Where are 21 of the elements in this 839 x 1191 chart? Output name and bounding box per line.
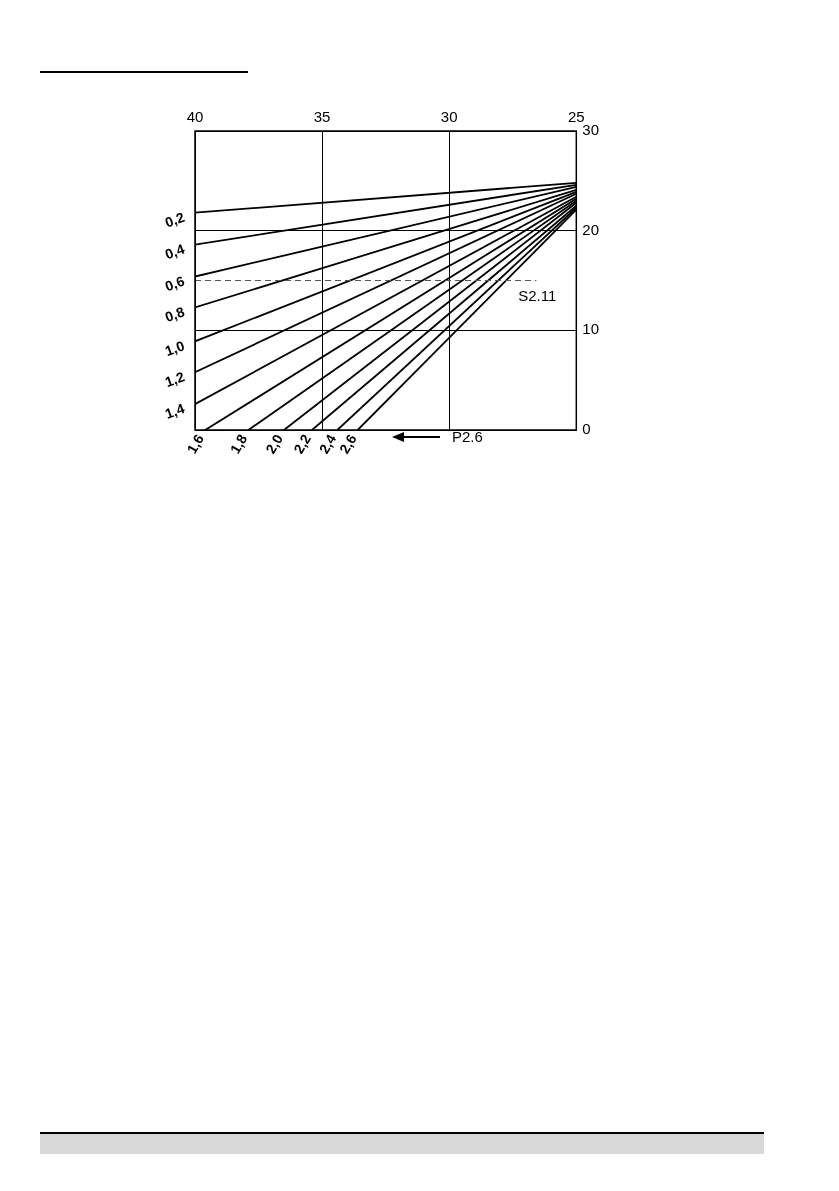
- x-tick-label: 25: [567, 108, 585, 126]
- y-tick-label: 20: [582, 220, 599, 238]
- y-tick-label: 30: [582, 121, 599, 139]
- text: 2,2: [290, 431, 314, 457]
- text: 1,0: [162, 337, 187, 360]
- x-tick-label: 40: [186, 108, 204, 126]
- text: 0,6: [162, 272, 187, 295]
- text: 0,4: [162, 240, 187, 263]
- text: 1,4: [162, 400, 187, 422]
- text: 2,0: [262, 431, 287, 457]
- y-tick-label: 10: [582, 320, 599, 338]
- y-tick-label: 0: [582, 420, 591, 438]
- ref-line-label: S2.11: [518, 287, 557, 305]
- text: 0,2: [162, 208, 187, 231]
- text: 1,8: [226, 431, 251, 457]
- text: 1,2: [162, 368, 187, 390]
- x-tick-label: 30: [440, 108, 458, 126]
- text: 1,6: [183, 431, 208, 457]
- text: 0,8: [162, 303, 187, 326]
- x-tick-label: 35: [313, 108, 331, 126]
- annotation: P2.6: [452, 428, 483, 445]
